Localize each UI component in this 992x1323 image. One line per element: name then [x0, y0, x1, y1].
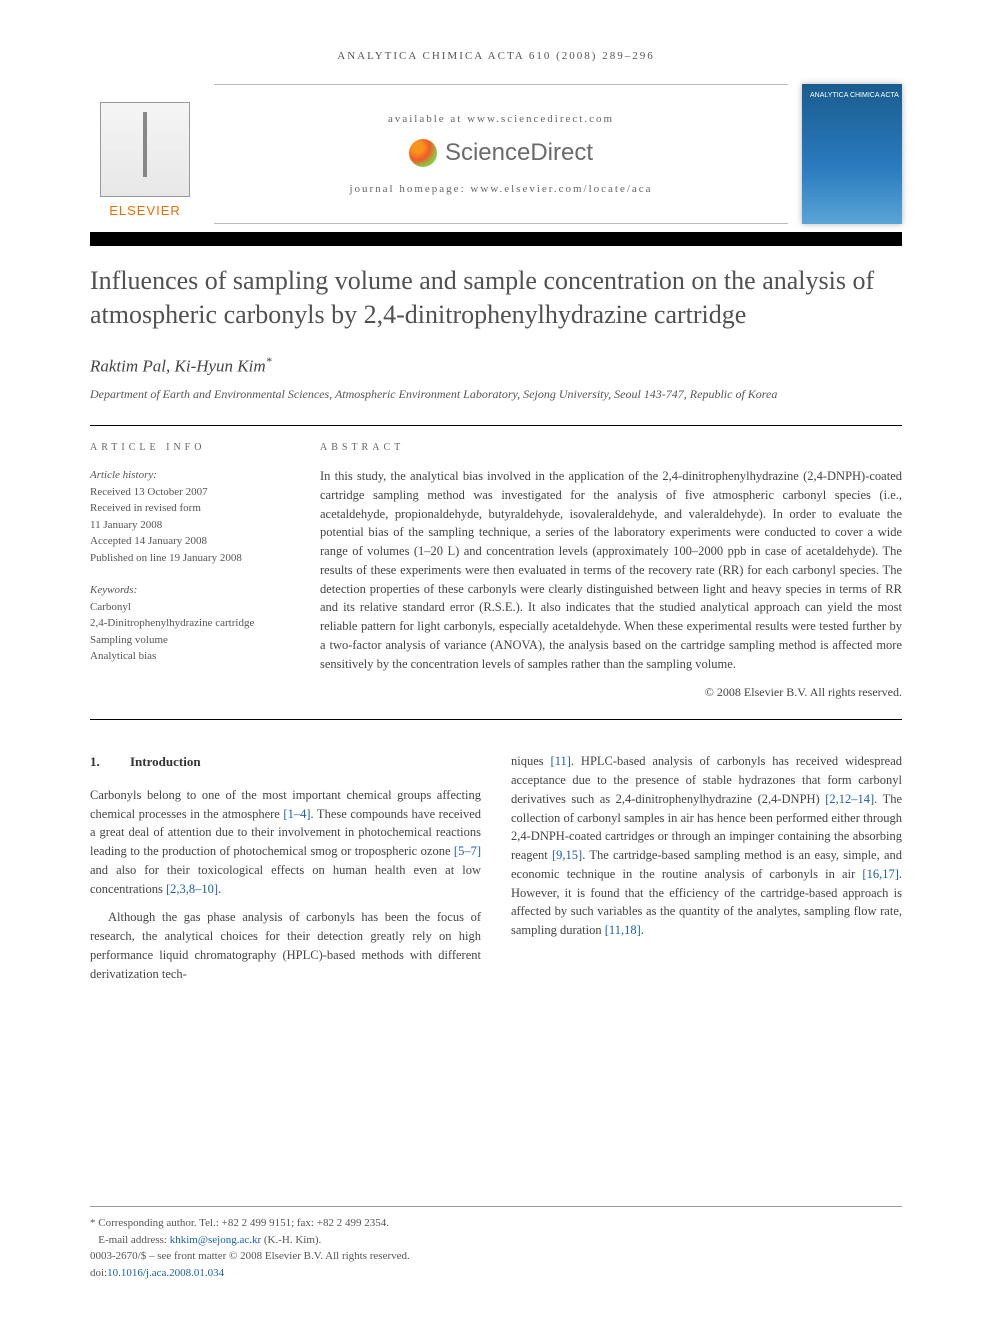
text-run: niques: [511, 754, 551, 768]
section-title: Introduction: [130, 754, 201, 769]
section-number: 1.: [90, 752, 130, 772]
citation-link[interactable]: [5–7]: [454, 844, 481, 858]
text-run: .: [641, 923, 644, 937]
email-label: E-mail address:: [98, 1234, 169, 1246]
sciencedirect-logo[interactable]: ScienceDirect: [409, 139, 593, 167]
citation-link[interactable]: [2,12–14]: [825, 792, 874, 806]
available-at-text: available at www.sciencedirect.com: [388, 113, 614, 125]
elsevier-wordmark: ELSEVIER: [109, 203, 181, 218]
article-history-label: Article history:: [90, 467, 290, 484]
info-abstract-block: article info Article history: Received 1…: [90, 425, 902, 720]
doi-label: doi:: [90, 1267, 107, 1279]
elsevier-tree-icon: [100, 102, 190, 197]
keyword: Carbonyl: [90, 599, 290, 616]
keyword: Sampling volume: [90, 632, 290, 649]
elsevier-logo: ELSEVIER: [90, 84, 200, 224]
body-two-column: 1.Introduction Carbonyls belong to one o…: [90, 752, 902, 993]
keyword: Analytical bias: [90, 648, 290, 665]
article-info-heading: article info: [90, 440, 290, 455]
page-footer: * Corresponding author. Tel.: +82 2 499 …: [90, 1206, 902, 1281]
affiliation: Department of Earth and Environmental Sc…: [90, 386, 902, 403]
section-heading: 1.Introduction: [90, 752, 481, 772]
abstract-copyright: © 2008 Elsevier B.V. All rights reserved…: [320, 683, 902, 701]
paragraph: Although the gas phase analysis of carbo…: [90, 908, 481, 983]
history-line: Received 13 October 2007: [90, 484, 290, 501]
corresponding-author-note: * Corresponding author. Tel.: +82 2 499 …: [90, 1215, 902, 1232]
sciencedirect-wordmark: ScienceDirect: [445, 139, 593, 167]
citation-link[interactable]: [1–4]: [283, 807, 310, 821]
history-line: Published on line 19 January 2008: [90, 550, 290, 567]
text-run: and also for their toxicological effects…: [90, 863, 481, 896]
author-email-link[interactable]: khkim@sejong.ac.kr: [170, 1234, 261, 1246]
cover-title: ANALYTICA CHIMICA ACTA: [810, 92, 899, 100]
keywords-heading: Keywords:: [90, 582, 290, 599]
citation-link[interactable]: [16,17]: [862, 867, 898, 881]
citation-link[interactable]: [9,15]: [552, 848, 582, 862]
article-info-column: article info Article history: Received 1…: [90, 440, 290, 701]
body-column-left: 1.Introduction Carbonyls belong to one o…: [90, 752, 481, 993]
front-matter-line: 0003-2670/$ – see front matter © 2008 El…: [90, 1248, 902, 1265]
authors-text: Raktim Pal, Ki-Hyun Kim: [90, 356, 266, 375]
title-separator-bar: [90, 232, 902, 246]
journal-homepage-text: journal homepage: www.elsevier.com/locat…: [349, 183, 652, 195]
abstract-heading: abstract: [320, 440, 902, 455]
body-column-right: niques [11]. HPLC-based analysis of carb…: [511, 752, 902, 993]
doi-link[interactable]: 10.1016/j.aca.2008.01.034: [107, 1267, 224, 1279]
history-line: Received in revised form: [90, 500, 290, 517]
author-list: Raktim Pal, Ki-Hyun Kim*: [90, 354, 902, 377]
history-line: Accepted 14 January 2008: [90, 533, 290, 550]
email-tail: (K.-H. Kim).: [261, 1234, 321, 1246]
history-line: 11 January 2008: [90, 517, 290, 534]
sciencedirect-swirl-icon: [409, 139, 437, 167]
paragraph: Carbonyls belong to one of the most impo…: [90, 786, 481, 899]
article-title: Influences of sampling volume and sample…: [90, 264, 902, 332]
text-run: .: [218, 882, 221, 896]
citation-link[interactable]: [11]: [551, 754, 571, 768]
abstract-text: In this study, the analytical bias invol…: [320, 467, 902, 673]
abstract-column: abstract In this study, the analytical b…: [320, 440, 902, 701]
citation-link[interactable]: [2,3,8–10]: [166, 882, 218, 896]
paragraph: niques [11]. HPLC-based analysis of carb…: [511, 752, 902, 940]
citation-link[interactable]: [11,18]: [605, 923, 641, 937]
doi-line: doi:10.1016/j.aca.2008.01.034: [90, 1265, 902, 1282]
journal-cover-thumbnail: ANALYTICA CHIMICA ACTA: [802, 84, 902, 224]
keyword: 2,4-Dinitrophenylhydrazine cartridge: [90, 615, 290, 632]
banner-center: available at www.sciencedirect.com Scien…: [214, 84, 788, 224]
text-run: Although the gas phase analysis of carbo…: [90, 910, 481, 980]
corresponding-author-mark: *: [266, 354, 272, 368]
running-head: ANALYTICA CHIMICA ACTA 610 (2008) 289–29…: [90, 50, 902, 62]
email-line: E-mail address: khkim@sejong.ac.kr (K.-H…: [90, 1232, 902, 1249]
publisher-banner: ELSEVIER available at www.sciencedirect.…: [90, 84, 902, 224]
